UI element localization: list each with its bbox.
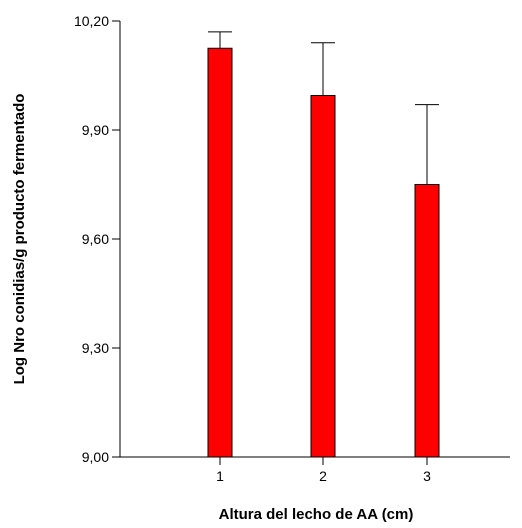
x-tick-label: 1 xyxy=(216,468,224,484)
y-tick-label: 9,30 xyxy=(82,340,109,356)
bar-2 xyxy=(310,94,336,458)
y-tick-label: 9,00 xyxy=(82,449,109,465)
x-tick-label: 2 xyxy=(319,468,327,484)
y-tick-label: 9,90 xyxy=(82,122,109,138)
y-axis-title: Log Nro conidias/g producto fermentado xyxy=(11,94,28,385)
y-tick-label: 9,60 xyxy=(82,231,109,247)
x-tick-label: 3 xyxy=(423,468,431,484)
y-ticks: 9,00 9,30 9,60 9,90 10,20 xyxy=(74,13,120,465)
x-ticks: 1 2 3 xyxy=(216,457,431,484)
bar-3 xyxy=(414,184,440,458)
error-bars xyxy=(208,31,439,185)
bar-1 xyxy=(207,47,233,458)
bars xyxy=(207,47,440,458)
y-tick-label: 10,20 xyxy=(74,13,109,29)
x-axis-title: Altura del lecho de AA (cm) xyxy=(219,506,414,523)
